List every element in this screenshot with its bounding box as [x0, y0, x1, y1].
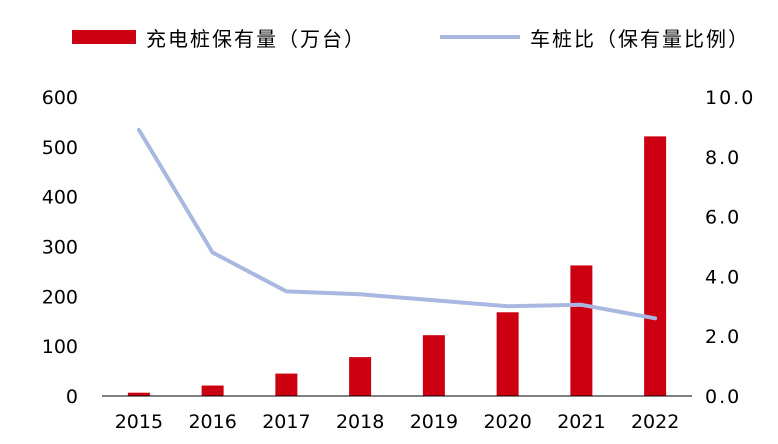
legend-label-bar-series: 充电桩保有量（万台） [146, 26, 366, 51]
left-axis-tick-label: 500 [42, 137, 78, 159]
legend-label-line-series: 车桩比（保有量比例） [530, 26, 750, 51]
right-axis-tick-label: 0.0 [705, 386, 741, 408]
left-axis-tick-label: 200 [42, 286, 78, 308]
left-axis-tick-label: 400 [42, 187, 78, 209]
legend-item-line-series: 车桩比（保有量比例） [440, 22, 750, 52]
x-axis-tick-label: 2017 [262, 411, 310, 433]
right-axis-tick-label: 6.0 [705, 207, 741, 229]
x-axis-tick-label: 2018 [336, 411, 384, 433]
bar [349, 357, 372, 396]
bar [496, 312, 519, 396]
right-axis-tick-label: 10.0 [705, 87, 755, 109]
bar [201, 385, 224, 396]
x-axis-tick-label: 2021 [557, 411, 605, 433]
right-axis-tick-label: 4.0 [705, 266, 741, 288]
bar [275, 373, 298, 396]
series-line [136, 127, 658, 321]
x-axis-tick-label: 2019 [410, 411, 458, 433]
bar [570, 265, 593, 396]
legend-swatch-line [440, 35, 520, 39]
x-axis-tick-label: 2020 [483, 411, 531, 433]
right-axis-tick-label: 2.0 [705, 326, 741, 348]
bar [644, 136, 667, 396]
x-axis-tick-label: 2016 [188, 411, 236, 433]
left-axis-tick-label: 300 [42, 237, 78, 259]
bar [127, 392, 150, 396]
x-axis-tick-label: 2015 [115, 411, 163, 433]
left-axis-tick-label: 100 [42, 336, 78, 358]
legend-item-bar-series: 充电桩保有量（万台） [72, 22, 366, 52]
left-axis-tick-label: 600 [42, 87, 78, 109]
left-axis-tick-label: 0 [66, 386, 78, 408]
x-axis-tick-label: 2022 [631, 411, 679, 433]
legend: 充电桩保有量（万台） 车桩比（保有量比例） [0, 22, 778, 52]
bar [422, 335, 445, 396]
legend-swatch-bar [72, 30, 136, 44]
right-axis-tick-label: 8.0 [705, 147, 741, 169]
